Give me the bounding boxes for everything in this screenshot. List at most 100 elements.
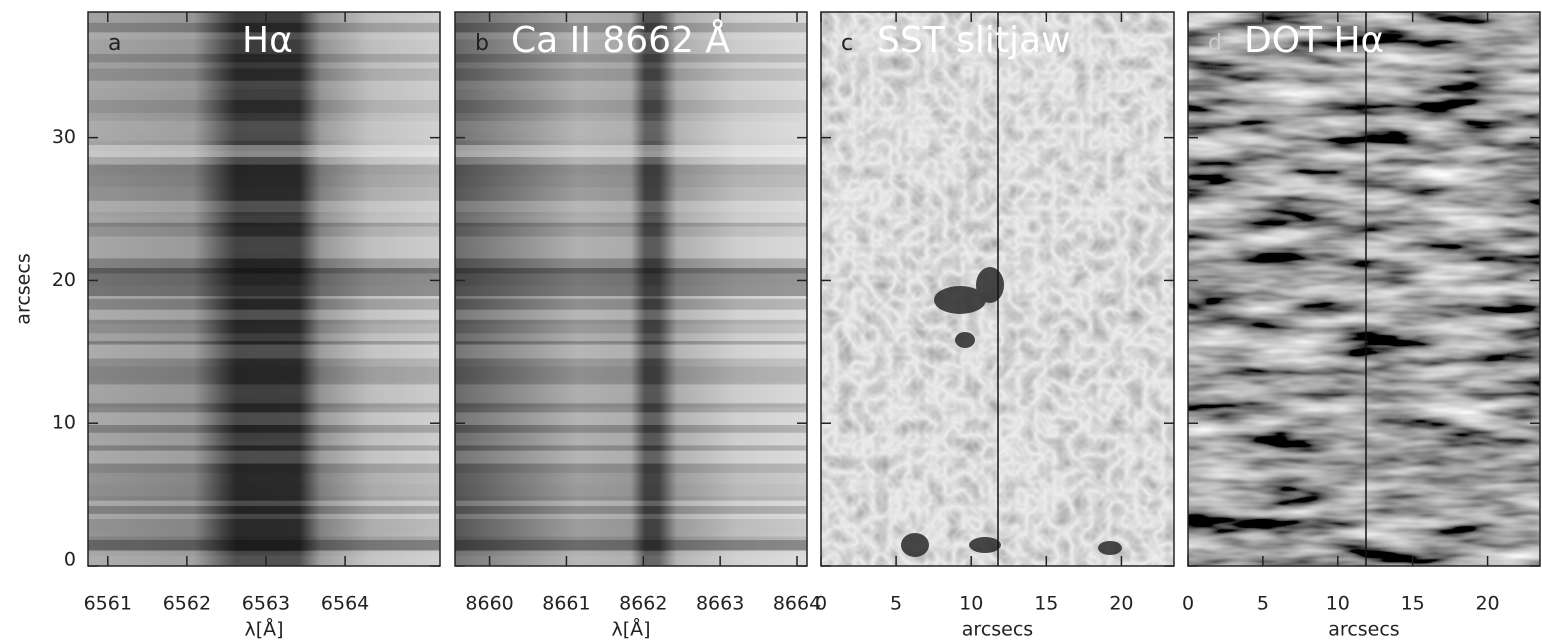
stripe [455,424,807,433]
stripe [88,500,440,506]
stripe [88,540,440,550]
panel-title: Hα [242,20,293,61]
stripe [88,450,440,464]
stripe [88,496,440,501]
stripe [88,440,440,446]
x-axis-label: λ[Å] [244,618,283,641]
x-tick-label: 5 [890,593,902,615]
stripe [88,398,440,404]
stripe [88,381,440,385]
stripe [88,226,440,237]
stripe [88,536,440,552]
stripe [455,27,807,33]
stripe [88,273,440,286]
y-tick-label: 0 [64,549,76,571]
stripe [455,243,807,255]
stripe [88,341,440,345]
stripe [88,432,440,441]
stripe [455,164,807,176]
stripe [455,358,807,367]
x-tick-label: 10 [959,593,983,615]
y-tick-label: 20 [52,269,76,291]
stripe [455,215,807,223]
stripe [88,323,440,334]
stripe [88,12,440,23]
stripe [455,366,807,382]
stripe [455,407,807,413]
stripe [455,62,807,69]
stripe [455,518,807,533]
stripes [455,12,807,566]
stripe [455,344,807,359]
stripe [455,500,807,506]
plot-frame [1187,11,1541,567]
x-tick-label: 20 [1475,593,1499,615]
stripe [88,222,440,227]
stripe [88,505,440,514]
stripes [88,12,440,566]
stripe [88,145,440,157]
stripe [455,68,807,81]
dot-image [1188,12,1540,566]
stripe [88,319,440,324]
stripe [455,222,807,227]
x-tick-label: 15 [1034,593,1058,615]
panel-title: SST slitjaw [877,20,1071,61]
stripe [455,323,807,334]
stripe [455,381,807,385]
stripe [455,32,807,40]
stripe [455,181,807,188]
x-tick-label: 15 [1401,593,1425,615]
stripe [455,212,807,216]
stripe [88,89,440,100]
stripe [88,484,440,497]
spectrum-image [88,12,440,566]
stripe [455,532,807,537]
stripe [455,398,807,404]
panel-title: Ca II 8662 Å [511,18,730,61]
stripe [455,273,807,286]
stripe [88,53,440,63]
stripe [455,39,807,54]
stripe [88,112,440,121]
stripe [455,445,807,451]
images [88,12,1540,566]
stripe [455,384,807,399]
stripe [88,268,440,296]
stripe [455,309,807,320]
stripe [88,412,440,425]
stripe [455,513,807,519]
stripe [455,432,807,441]
x-tick-label: 6562 [163,593,211,615]
stripe [455,412,807,425]
plot-frame [87,11,441,567]
stripe [88,403,440,408]
stripe [455,450,807,464]
stripe [88,309,440,320]
stripe [455,236,807,244]
stripe [88,181,440,188]
x-tick-label: 20 [1109,593,1133,615]
x-tick-label: 8664 [773,593,821,615]
stripe [88,22,440,28]
stripe [88,140,440,151]
stripe [88,298,440,310]
stripe [455,80,807,90]
stripe [455,112,807,121]
x-axis-label: arcsecs [1328,619,1399,641]
stripe [455,99,807,113]
stripe [88,513,440,519]
x-tick-label: 8660 [465,593,513,615]
stripe [455,120,807,134]
x-tick-label: 8662 [619,593,667,615]
spectrum-image [455,12,807,566]
stripe [88,39,440,54]
panel-label: b [475,31,489,56]
stripe [455,150,807,165]
stripe [88,258,440,274]
stripe [455,200,807,213]
x-tick-label: 8663 [696,593,744,615]
stripe [88,32,440,40]
stripe [88,99,440,113]
